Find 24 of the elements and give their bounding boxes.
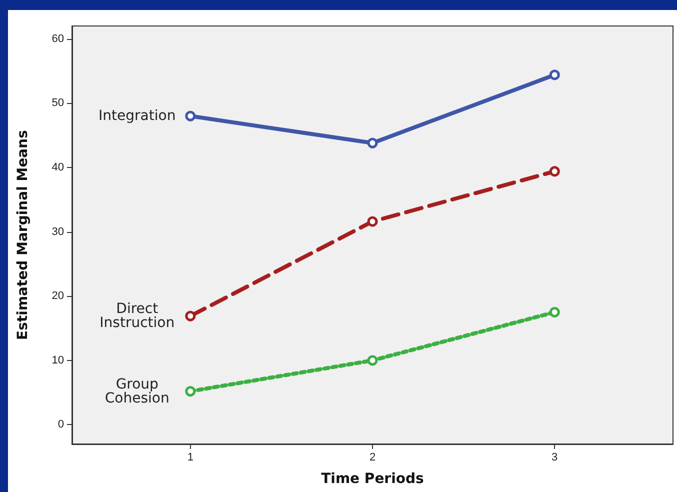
point: [367, 138, 378, 148]
x-tick-label: 2: [369, 452, 376, 464]
x-axis-title: Time Periods: [321, 471, 424, 487]
point: [185, 110, 196, 122]
y-tick-label: 50: [52, 97, 64, 110]
series-label: Group Cohesion: [104, 376, 170, 406]
point: [367, 216, 378, 227]
series-label: Direct Instruction: [100, 301, 175, 332]
y-tick-label: 30: [52, 226, 64, 238]
point: [185, 310, 196, 322]
y-tick-label: 40: [52, 161, 64, 174]
y-tick-label: 20: [52, 290, 64, 302]
point: [549, 166, 560, 177]
x-tick-label: 3: [552, 452, 558, 464]
y-tick-label: 60: [52, 32, 64, 45]
y-tick-label: 10: [52, 354, 64, 366]
point: [549, 306, 560, 318]
point: [185, 386, 196, 397]
y-tick-label: 0: [58, 418, 64, 431]
point: [367, 355, 378, 366]
point: [549, 70, 560, 80]
y-axis-title: Estimated Marginal Means: [15, 130, 31, 340]
x-tick-label: 1: [187, 452, 194, 464]
series-label: Integration: [98, 108, 176, 124]
